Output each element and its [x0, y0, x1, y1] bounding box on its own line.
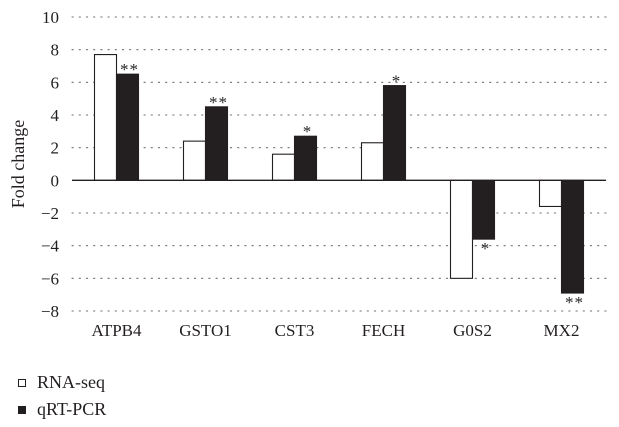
y-tick-label: −8	[41, 302, 59, 321]
y-axis-label: Fold change	[8, 120, 28, 208]
bar-qrt-pcr-cst3	[293, 135, 318, 181]
y-tick-label: 4	[51, 106, 60, 125]
bar-rna-seq-fech	[360, 142, 385, 181]
bar-qrt-pcr-g0s2	[471, 179, 496, 240]
legend-label-qrt-pcr: qRT-PCR	[37, 399, 107, 419]
y-tick-label: −6	[41, 269, 59, 288]
y-tick-label: −4	[41, 237, 60, 256]
y-tick-label: 8	[51, 41, 60, 60]
bar-rna-seq-atpb4	[93, 54, 118, 181]
category-label-gsto1: GSTO1	[179, 321, 232, 340]
significance-markers: *********	[120, 60, 584, 312]
y-axis-ticks: 10 8 6 4 2 0 −2 −4 −6 −8	[41, 8, 60, 321]
significance-gsto1: **	[209, 93, 228, 112]
category-label-mx2: MX2	[544, 321, 580, 340]
legend-label-rna-seq: RNA-seq	[37, 372, 105, 392]
bar-qrt-pcr-mx2	[560, 179, 585, 294]
category-labels: ATPB4 GSTO1 CST3 FECH G0S2 MX2	[91, 321, 579, 340]
bars	[93, 54, 585, 294]
y-tick-label: 6	[51, 73, 60, 92]
legend-item-qrt-pcr: qRT-PCR	[18, 396, 106, 423]
category-label-fech: FECH	[362, 321, 405, 340]
legend-item-rna-seq: RNA-seq	[18, 369, 106, 396]
bar-qrt-pcr-atpb4	[115, 73, 140, 181]
bar-rna-seq-g0s2	[449, 179, 474, 279]
bar-rna-seq-cst3	[271, 153, 296, 181]
category-label-cst3: CST3	[275, 321, 315, 340]
y-tick-label: 2	[51, 139, 60, 158]
significance-cst3: *	[303, 122, 313, 141]
bar-chart: 10 8 6 4 2 0 −2 −4 −6 −8 ATPB4 GSTO1 CST3 FECH G0S2 MX…	[8, 8, 607, 340]
significance-fech: *	[392, 72, 402, 91]
y-tick-label: 10	[42, 8, 59, 27]
category-label-g0s2: G0S2	[453, 321, 492, 340]
significance-g0s2: *	[481, 239, 491, 258]
legend-swatch-qrt-pcr	[18, 405, 26, 414]
legend: RNA-seq qRT-PCR	[18, 369, 106, 423]
bar-rna-seq-gsto1	[182, 140, 207, 181]
y-tick-label: −2	[41, 204, 59, 223]
category-label-atpb4: ATPB4	[91, 321, 142, 340]
significance-atpb4: **	[120, 60, 139, 79]
bar-qrt-pcr-fech	[382, 85, 407, 181]
legend-swatch-rna-seq	[18, 378, 26, 387]
significance-mx2: **	[565, 293, 584, 312]
y-tick-label: 0	[51, 171, 60, 190]
bar-rna-seq-mx2	[538, 179, 563, 208]
grid-lines	[71, 16, 607, 312]
bar-qrt-pcr-gsto1	[204, 106, 229, 181]
